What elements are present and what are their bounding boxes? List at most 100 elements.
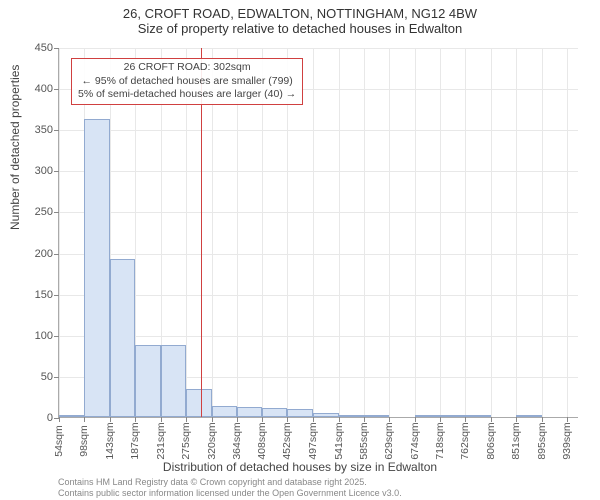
histogram-bar [465,415,490,417]
y-tick-label: 150 [35,289,59,301]
y-tick-label: 350 [35,124,59,136]
annotation-box: 26 CROFT ROAD: 302sqm ← 95% of detached … [71,58,303,105]
x-tick-label: 320sqm [206,422,218,459]
gridline-h [59,254,578,255]
chart-titles: 26, CROFT ROAD, EDWALTON, NOTTINGHAM, NG… [0,6,600,36]
x-tick [59,417,60,422]
histogram-bar [237,407,262,417]
histogram-bar [135,345,160,417]
x-tick-label: 939sqm [561,422,573,459]
histogram-bar [440,415,465,417]
x-tick-label: 143sqm [104,422,116,459]
x-tick [84,417,85,422]
chart-footer: Contains HM Land Registry data © Crown c… [58,477,402,499]
gridline-v [465,48,466,417]
histogram-bar [262,408,287,417]
histogram-bar [110,259,135,417]
histogram-bar [339,415,364,417]
y-tick-label: 0 [47,412,59,424]
x-tick-label: 452sqm [281,422,293,459]
gridline-v [415,48,416,417]
x-tick-label: 629sqm [383,422,395,459]
gridline-v [542,48,543,417]
x-tick [389,417,390,422]
x-tick-label: 585sqm [358,422,370,459]
y-tick-label: 300 [35,165,59,177]
gridline-h [59,295,578,296]
x-tick [415,417,416,422]
x-tick-label: 497sqm [307,422,319,459]
x-tick-label: 674sqm [409,422,421,459]
x-tick-label: 762sqm [459,422,471,459]
annotation-line-1: 26 CROFT ROAD: 302sqm [78,61,296,75]
gridline-h [59,130,578,131]
x-tick [287,417,288,422]
gridline-v [59,48,60,417]
histogram-bar [287,409,313,417]
y-tick-label: 200 [35,248,59,260]
x-tick-label: 851sqm [510,422,522,459]
x-tick [161,417,162,422]
histogram-bar [364,415,389,417]
x-tick [567,417,568,422]
x-tick [516,417,517,422]
x-tick-label: 98sqm [78,425,90,457]
x-tick [440,417,441,422]
title-line-2: Size of property relative to detached ho… [0,21,600,36]
histogram-bar [313,413,338,417]
y-tick-label: 250 [35,206,59,218]
x-tick [186,417,187,422]
x-tick-label: 895sqm [536,422,548,459]
histogram-bar [84,119,110,417]
x-tick [364,417,365,422]
footer-line-1: Contains HM Land Registry data © Crown c… [58,477,402,488]
gridline-h [59,212,578,213]
x-tick [542,417,543,422]
x-tick [339,417,340,422]
gridline-v [567,48,568,417]
y-tick-label: 50 [41,371,59,383]
x-tick [135,417,136,422]
x-tick [212,417,213,422]
histogram-bar [516,415,541,417]
x-tick [110,417,111,422]
gridline-v [440,48,441,417]
x-tick-label: 54sqm [53,425,65,457]
x-axis-title: Distribution of detached houses by size … [0,460,600,474]
histogram-chart: 26, CROFT ROAD, EDWALTON, NOTTINGHAM, NG… [0,0,600,500]
gridline-h [59,48,578,49]
plot-area: 05010015020025030035040045054sqm98sqm143… [58,48,578,418]
footer-line-2: Contains public sector information licen… [58,488,402,499]
histogram-bar [212,406,237,418]
gridline-v [364,48,365,417]
x-tick-label: 541sqm [333,422,345,459]
gridline-v [516,48,517,417]
histogram-bar [186,389,212,417]
y-tick-label: 450 [35,42,59,54]
x-tick-label: 364sqm [231,422,243,459]
x-tick-label: 187sqm [129,422,141,459]
x-tick-label: 231sqm [155,422,167,459]
y-tick-label: 100 [35,330,59,342]
x-tick [237,417,238,422]
x-tick [262,417,263,422]
x-tick-label: 408sqm [256,422,268,459]
histogram-bar [161,345,186,417]
x-tick [313,417,314,422]
title-line-1: 26, CROFT ROAD, EDWALTON, NOTTINGHAM, NG… [0,6,600,21]
x-tick-label: 806sqm [485,422,497,459]
x-tick-label: 718sqm [434,422,446,459]
y-tick-label: 400 [35,83,59,95]
annotation-line-3: 5% of semi-detached houses are larger (4… [78,88,296,102]
gridline-v [491,48,492,417]
histogram-bar [59,415,84,417]
gridline-h [59,336,578,337]
annotation-line-2: ← 95% of detached houses are smaller (79… [78,75,296,89]
gridline-v [339,48,340,417]
gridline-v [389,48,390,417]
gridline-h [59,171,578,172]
x-tick-label: 275sqm [180,422,192,459]
x-tick [491,417,492,422]
y-axis-title: Number of detached properties [8,65,22,230]
x-tick [465,417,466,422]
